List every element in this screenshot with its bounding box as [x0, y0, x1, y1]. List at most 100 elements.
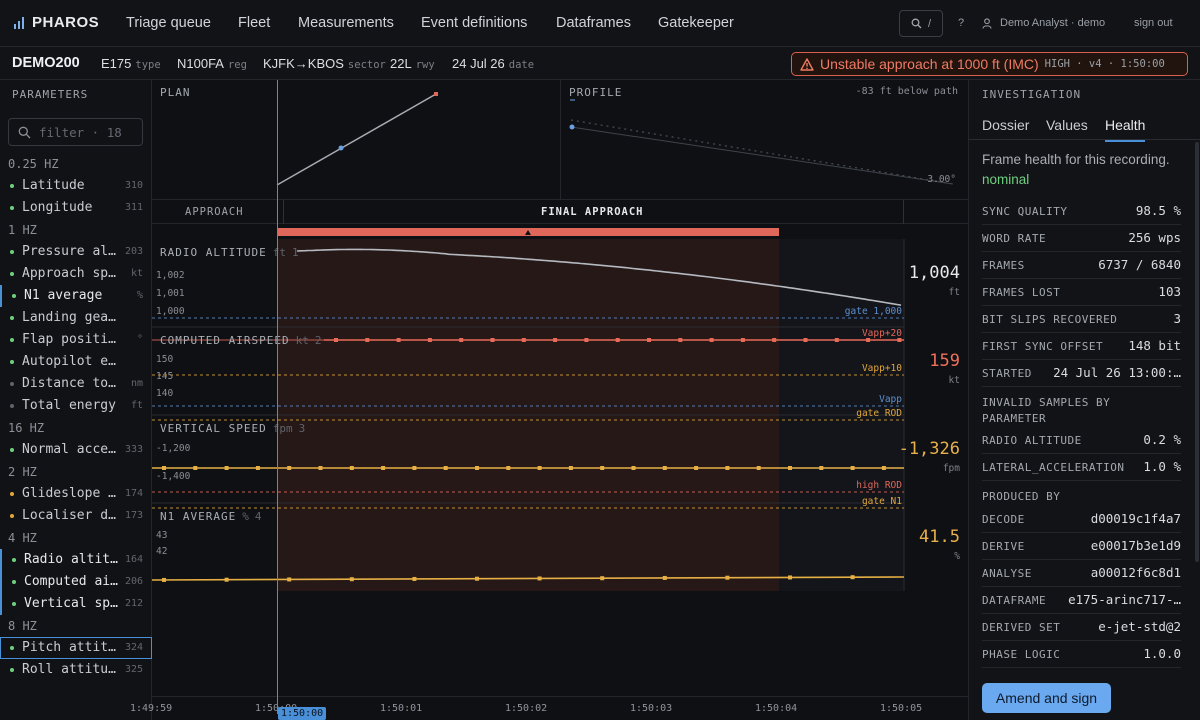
parameter-label: Landing gear down [22, 310, 120, 325]
parameters-sidebar: PARAMETERS filter · 18 0.25 HZ Latitude 31… [0, 80, 152, 720]
health-stat-row: RADIO ALTITUDE 0.2 % [982, 427, 1181, 454]
series-point [193, 466, 198, 470]
search-button[interactable]: / [899, 10, 943, 37]
health-status: nominal [982, 172, 1030, 187]
parameter-group-rate: 1 HZ [8, 223, 37, 237]
chart-unit: % [242, 510, 249, 523]
parameter-count: 173 [124, 510, 143, 521]
series-point [803, 338, 808, 342]
parameter-item[interactable]: Radio altitude164 [0, 549, 152, 571]
time-cursor-badge[interactable]: 1:50:00 [278, 707, 327, 720]
parameter-count: 310 [124, 180, 143, 191]
parameter-filter-input[interactable]: filter · 18 [8, 118, 143, 146]
series-point [224, 466, 229, 470]
series-point [834, 338, 839, 342]
series-point [506, 466, 511, 470]
parameter-item[interactable]: Longitude 311 [0, 197, 152, 219]
nav-item-fleet[interactable]: Fleet [238, 15, 271, 31]
parameter-item[interactable]: Normal acceleration 333 [0, 439, 152, 461]
nav-item-dataframes[interactable]: Dataframes [556, 15, 631, 31]
stat-key: WORD RATE [982, 232, 1047, 245]
series-point [662, 575, 667, 580]
panel-scrollbar[interactable] [1195, 142, 1199, 562]
plan-threshold-marker [434, 92, 438, 96]
time-cursor-line[interactable] [277, 80, 278, 714]
chart-title[interactable]: VERTICAL SPEED fpm 3 [160, 422, 305, 435]
parameter-item[interactable]: Total energy ft [0, 395, 152, 417]
series-point [709, 338, 714, 342]
parameter-item[interactable]: Flap position ° [0, 329, 152, 351]
parameter-item[interactable]: Distance to threshold nm [0, 373, 152, 395]
sign-out-link[interactable]: sign out [1134, 17, 1173, 29]
value-readout: 41.5% [919, 527, 960, 562]
series-point [850, 466, 855, 470]
series-point [365, 338, 370, 342]
help-button[interactable]: ? [958, 17, 965, 29]
parameter-item[interactable]: Localiser deviation 173 [0, 505, 152, 527]
parameter-item[interactable]: Pressure altitude 203 [0, 241, 152, 263]
plan-map [276, 92, 438, 186]
reference-label: Vapp+10 [861, 363, 902, 374]
stat-key: LATERAL_ACCELERATION [982, 461, 1125, 474]
alert-meta: HIGH · v4 · 1:50:00 [1044, 58, 1165, 70]
brand-name: PHAROS [32, 14, 100, 31]
chart-index: 2 [314, 334, 322, 347]
series-point [725, 466, 730, 470]
event-alert-badge[interactable]: Unstable approach at 1000 ft (IMC) HIGH … [791, 52, 1188, 76]
status-dot-icon [10, 646, 14, 650]
phase-final-approach[interactable]: FINAL APPROACH [541, 206, 644, 218]
phase-approach[interactable]: APPROACH [185, 206, 244, 218]
series-point [788, 466, 792, 470]
series-point [600, 576, 605, 581]
status-dot-icon [10, 492, 14, 496]
plan-track-line [276, 93, 437, 186]
parameter-item[interactable]: Approach speed kt [0, 263, 152, 285]
health-stat-row: DERIVED SET e-jet-std@2 [982, 614, 1181, 641]
parameter-item[interactable]: Landing gear down [0, 307, 152, 329]
amend-and-sign-button[interactable]: Amend and sign [982, 683, 1111, 713]
parameter-item[interactable]: Roll attitude 325 [0, 659, 152, 681]
brand-logo[interactable]: PHAROS [14, 14, 99, 31]
parameter-item[interactable]: N1 average% [0, 285, 152, 307]
parameter-item[interactable]: Computed airspeed206 [0, 571, 152, 593]
investigation-panel: INVESTIGATION Dossier Values Health Fram… [968, 80, 1200, 720]
parameter-item[interactable]: Autopilot engaged [0, 351, 152, 373]
parameter-label: Pressure altitude [22, 244, 120, 259]
recording-header: DEMO200 E175 type N100FA reg KJFK→KBOS sect… [0, 47, 1200, 80]
chart-title[interactable]: RADIO ALTITUDE ft 1 [160, 246, 299, 259]
parameter-label: N1 average [24, 288, 103, 303]
reference-label: high ROD [856, 480, 902, 491]
health-stat-row: LATERAL_ACCELERATION 1.0 % [982, 454, 1181, 481]
parameter-label: Normal acceleration [22, 442, 120, 457]
user-menu[interactable]: Demo Analyst · demo [982, 17, 1105, 29]
stat-key: DATAFRAME [982, 594, 1047, 607]
chart-title[interactable]: COMPUTED AIRSPEED kt 2 [160, 334, 321, 347]
nav-item-triage-queue[interactable]: Triage queue [126, 15, 211, 31]
aircraft-type: E175 type [101, 56, 161, 71]
chart-index: 4 [254, 510, 262, 523]
series-point [631, 466, 636, 470]
nav-item-event-definitions[interactable]: Event definitions [421, 15, 528, 31]
parameter-item[interactable]: Glideslope deviation 174 [0, 483, 152, 505]
chart-title[interactable]: N1 AVERAGE% 4 [160, 510, 261, 523]
parameter-item[interactable]: Vertical speed212 [0, 593, 152, 615]
tab-dossier[interactable]: Dossier [982, 117, 1030, 133]
stat-key: SYNC QUALITY [982, 205, 1068, 218]
parameter-label: Latitude [22, 178, 85, 193]
nav-item-gatekeeper[interactable]: Gatekeeper [658, 15, 734, 31]
status-dot-icon [10, 404, 14, 408]
y-tick-label: 145 [156, 371, 174, 382]
time-tick: 1:50:05 [880, 703, 923, 714]
time-tick: 1:49:59 [130, 703, 173, 714]
glideslope-angle: 3.00° [927, 174, 956, 185]
health-stat-row: DATAFRAME e175-arinc717-… [982, 587, 1181, 614]
tab-health[interactable]: Health [1105, 117, 1146, 142]
parameter-label: Pitch attitude [22, 640, 120, 655]
tab-values[interactable]: Values [1046, 117, 1088, 133]
parameter-item[interactable]: Pitch attitude 324 [0, 637, 152, 659]
health-stat-row: DECODE d00019c1f4a7 [982, 506, 1181, 533]
parameter-item[interactable]: Latitude 310 [0, 175, 152, 197]
nav-item-measurements[interactable]: Measurements [298, 15, 394, 31]
chart-title-text: COMPUTED AIRSPEED [160, 334, 290, 347]
time-tick: 1:50:04 [755, 703, 798, 714]
